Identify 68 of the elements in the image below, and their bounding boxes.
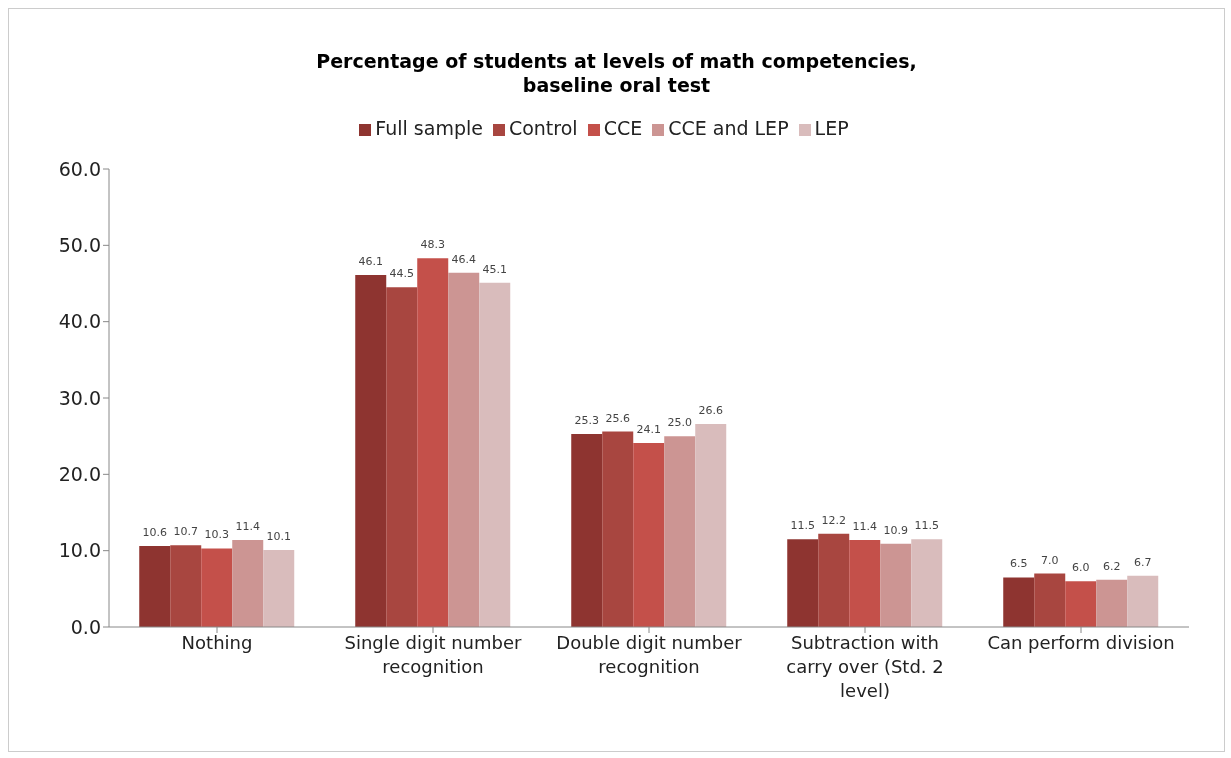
data-label: 11.4 [852,519,877,533]
data-label: 24.1 [636,423,661,437]
data-label: 10.9 [883,523,908,537]
x-tick-label: Can perform division [987,632,1175,653]
data-label: 26.6 [698,403,723,417]
legend-label: CCE and LEP [668,117,789,139]
bar [1034,573,1066,627]
data-label: 10.3 [204,528,229,542]
legend-label: Control [508,117,578,139]
bar [1003,577,1035,627]
y-tick-label: 30.0 [58,386,101,409]
bar [386,287,418,627]
bar [849,539,881,627]
bar [695,423,727,627]
data-label: 7.0 [1040,553,1059,567]
bar [787,539,819,627]
data-label: 11.5 [914,519,939,533]
data-label: 11.4 [235,519,260,533]
data-label: 46.4 [451,252,476,266]
chart-title: Percentage of students at levels of math competencies, baseline oral test [315,49,918,97]
legend-label: CCE [603,117,643,139]
y-tick-label: 20.0 [58,463,101,486]
bar [448,272,480,627]
data-label: 10.6 [142,526,167,540]
bar [880,543,912,627]
y-tick-label: 10.0 [58,539,101,562]
x-tick-label: Subtraction with carry over (Std. 2 level) [786,632,944,701]
data-label: 12.2 [821,513,846,527]
data-label: 6.0 [1071,561,1090,575]
bar [1096,579,1128,627]
bar [479,282,511,627]
data-label: 25.3 [574,413,599,427]
y-tick-label: 40.0 [58,310,101,333]
bar [417,258,449,627]
bar [664,436,696,627]
bar [355,275,387,627]
data-label: 6.2 [1102,559,1121,573]
y-tick-label: 60.0 [58,157,101,180]
bar [602,431,634,627]
data-label: 48.3 [420,238,445,252]
legend-label: LEP [814,117,849,139]
data-label: 46.1 [358,255,383,269]
x-tick-label: Single digit number recognition [344,632,523,677]
bar [1065,581,1097,627]
data-label: 10.1 [266,529,291,543]
bar [201,548,233,627]
bar [232,539,264,627]
data-label: 10.7 [173,525,198,539]
x-tick-label: Nothing [181,632,253,653]
bar [571,433,603,627]
data-label: 11.5 [790,519,815,533]
bar [263,549,295,627]
data-label: 44.5 [389,267,414,281]
y-tick-label: 50.0 [58,234,101,257]
data-label: 25.6 [605,411,630,425]
legend-label: Full sample [375,117,483,139]
y-tick-label: 0.0 [70,615,101,638]
bar [139,546,171,627]
x-tick-label: Double digit number recognition [556,632,743,677]
bar [818,533,850,627]
data-label: 25.0 [667,416,692,430]
bar [1127,575,1159,627]
data-label: 6.5 [1009,557,1028,571]
data-label: 6.7 [1133,555,1152,569]
bar [633,443,665,627]
bar [170,545,202,627]
bar [911,539,943,627]
data-label: 45.1 [482,262,507,276]
